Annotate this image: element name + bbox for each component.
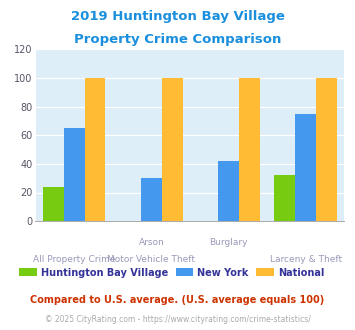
Text: Arson: Arson	[138, 238, 164, 247]
Bar	[295, 114, 316, 221]
Text: Property Crime Comparison: Property Crime Comparison	[74, 33, 281, 46]
Text: 2019 Huntington Bay Village: 2019 Huntington Bay Village	[71, 10, 284, 23]
Bar	[274, 175, 295, 221]
Text: All Property Crime: All Property Crime	[33, 255, 115, 264]
Bar	[64, 128, 84, 221]
Bar	[239, 78, 260, 221]
Legend: Huntington Bay Village, New York, National: Huntington Bay Village, New York, Nation…	[16, 264, 328, 282]
Text: Burglary: Burglary	[209, 238, 248, 247]
Text: Compared to U.S. average. (U.S. average equals 100): Compared to U.S. average. (U.S. average …	[31, 295, 324, 305]
Text: Motor Vehicle Theft: Motor Vehicle Theft	[107, 255, 195, 264]
Bar	[316, 78, 337, 221]
Bar	[162, 78, 182, 221]
Bar	[218, 161, 239, 221]
Bar	[84, 78, 105, 221]
Bar	[141, 178, 162, 221]
Bar	[43, 187, 64, 221]
Text: © 2025 CityRating.com - https://www.cityrating.com/crime-statistics/: © 2025 CityRating.com - https://www.city…	[45, 315, 310, 324]
Text: Larceny & Theft: Larceny & Theft	[270, 255, 342, 264]
